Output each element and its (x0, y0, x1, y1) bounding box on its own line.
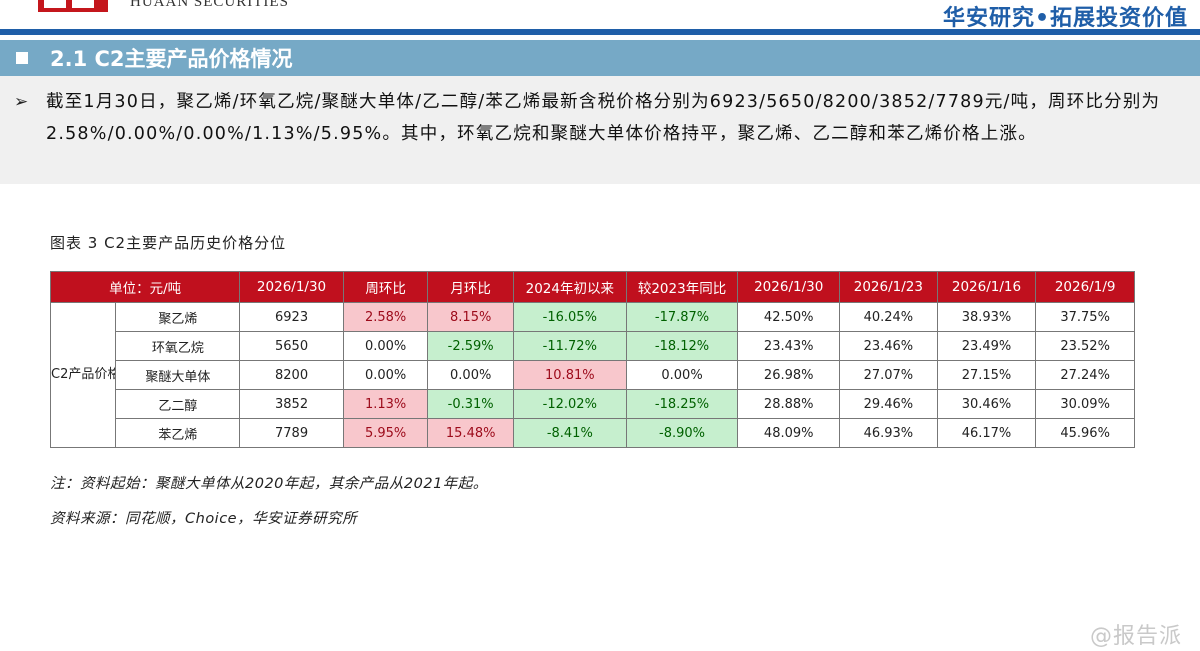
table-row: 乙二醇 3852 1.13% -0.31% -12.02% -18.25% 28… (51, 389, 1135, 419)
wow-cell: 1.13% (342, 389, 429, 419)
pct-cell: 29.46% (839, 389, 938, 419)
pct-cell: 46.93% (839, 418, 938, 448)
price-cell: 7789 (239, 418, 344, 448)
header-pct-1: 2026/1/30 (737, 271, 841, 303)
pct-cell: 27.15% (936, 360, 1037, 390)
header-mom: 月环比 (427, 271, 514, 303)
product-name: 环氧乙烷 (115, 331, 241, 361)
header-pct-2: 2026/1/23 (839, 271, 938, 303)
price-cell: 6923 (239, 302, 344, 332)
wow-cell: 0.00% (342, 331, 429, 361)
header-wow: 周环比 (342, 271, 429, 303)
header-pct-4: 2026/1/9 (1035, 271, 1135, 303)
pct-cell: 23.46% (839, 331, 938, 361)
pct-cell: 23.52% (1035, 331, 1135, 361)
figure-caption: 图表 3 C2主要产品历史价格分位 (50, 234, 287, 252)
group-label: C2产品价格历史分位 (49, 302, 117, 448)
mom-cell: 8.15% (427, 302, 514, 332)
pct-cell: 26.98% (737, 360, 841, 390)
table-row: 苯乙烯 7789 5.95% 15.48% -8.41% -8.90% 48.0… (51, 418, 1135, 448)
pct-cell: 23.43% (737, 331, 841, 361)
wow-cell: 0.00% (342, 360, 429, 390)
ytd-cell: -8.41% (512, 418, 627, 448)
wow-cell: 2.58% (342, 302, 429, 332)
mom-cell: -0.31% (427, 389, 514, 419)
pct-cell: 46.17% (936, 418, 1037, 448)
wow-cell: 5.95% (342, 418, 429, 448)
pct-cell: 45.96% (1035, 418, 1135, 448)
mom-cell: 0.00% (427, 360, 514, 390)
summary-text: 截至1月30日，聚乙烯/环氧乙烷/聚醚大单体/乙二醇/苯乙烯最新含税价格分别为6… (46, 92, 1161, 144)
product-name: 聚醚大单体 (115, 360, 241, 390)
pct-cell: 48.09% (737, 418, 841, 448)
mom-cell: 15.48% (427, 418, 514, 448)
yoy-cell: -17.87% (625, 302, 739, 332)
yoy-cell: -18.12% (625, 331, 739, 361)
price-cell: 3852 (239, 389, 344, 419)
pct-cell: 27.24% (1035, 360, 1135, 390)
top-header: HUAAN SECURITIES 华安研究•拓展投资价值 (0, 0, 1200, 35)
header-pct-3: 2026/1/16 (936, 271, 1037, 303)
header-unit: 单位：元/吨 (49, 271, 241, 303)
ytd-cell: -11.72% (512, 331, 627, 361)
pct-cell: 30.46% (936, 389, 1037, 419)
yoy-cell: 0.00% (625, 360, 739, 390)
section-header: 2.1 C2主要产品价格情况 (0, 40, 1200, 76)
mom-cell: -2.59% (427, 331, 514, 361)
price-percentile-table: 单位：元/吨 2026/1/30 周环比 月环比 2024年初以来 较2023年… (49, 271, 1135, 448)
pct-cell: 30.09% (1035, 389, 1135, 419)
pct-cell: 37.75% (1035, 302, 1135, 332)
data-start-note: 注：资料起始：聚醚大单体从2020年起，其余产品从2021年起。 (50, 476, 488, 492)
product-name: 聚乙烯 (115, 302, 241, 332)
table-row: 聚醚大单体 8200 0.00% 0.00% 10.81% 0.00% 26.9… (51, 360, 1135, 390)
square-bullet-icon (16, 52, 28, 64)
header-divider (0, 29, 1200, 35)
yoy-cell: -8.90% (625, 418, 739, 448)
header-latest-price: 2026/1/30 (239, 271, 344, 303)
pct-cell: 42.50% (737, 302, 841, 332)
table-header-row: 单位：元/吨 2026/1/30 周环比 月环比 2024年初以来 较2023年… (49, 271, 1135, 303)
ytd-cell: -16.05% (512, 302, 627, 332)
section-title: 2.1 C2主要产品价格情况 (50, 47, 293, 71)
header-ytd: 2024年初以来 (512, 271, 627, 303)
watermark: @报告派 (1089, 624, 1182, 649)
pct-cell: 40.24% (839, 302, 938, 332)
summary-box: ➢ 截至1月30日，聚乙烯/环氧乙烷/聚醚大单体/乙二醇/苯乙烯最新含税价格分别… (0, 76, 1200, 184)
price-cell: 5650 (239, 331, 344, 361)
ytd-cell: 10.81% (512, 360, 627, 390)
ytd-cell: -12.02% (512, 389, 627, 419)
arrow-bullet-icon: ➢ (14, 92, 29, 112)
price-cell: 8200 (239, 360, 344, 390)
slogan: 华安研究•拓展投资价值 (942, 6, 1188, 31)
pct-cell: 27.07% (839, 360, 938, 390)
product-name: 乙二醇 (115, 389, 241, 419)
table-row: 环氧乙烷 5650 0.00% -2.59% -11.72% -18.12% 2… (51, 331, 1135, 361)
data-source-note: 资料来源：同花顺，Choice，华安证券研究所 (50, 511, 358, 527)
company-name: HUAAN SECURITIES (130, 0, 289, 10)
header-yoy: 较2023年同比 (625, 271, 739, 303)
yoy-cell: -18.25% (625, 389, 739, 419)
huaan-logo-icon (38, 0, 108, 12)
pct-cell: 23.49% (936, 331, 1037, 361)
pct-cell: 38.93% (936, 302, 1037, 332)
table-row: C2产品价格历史分位 聚乙烯 6923 2.58% 8.15% -16.05% … (49, 302, 1135, 448)
product-name: 苯乙烯 (115, 418, 241, 448)
pct-cell: 28.88% (737, 389, 841, 419)
